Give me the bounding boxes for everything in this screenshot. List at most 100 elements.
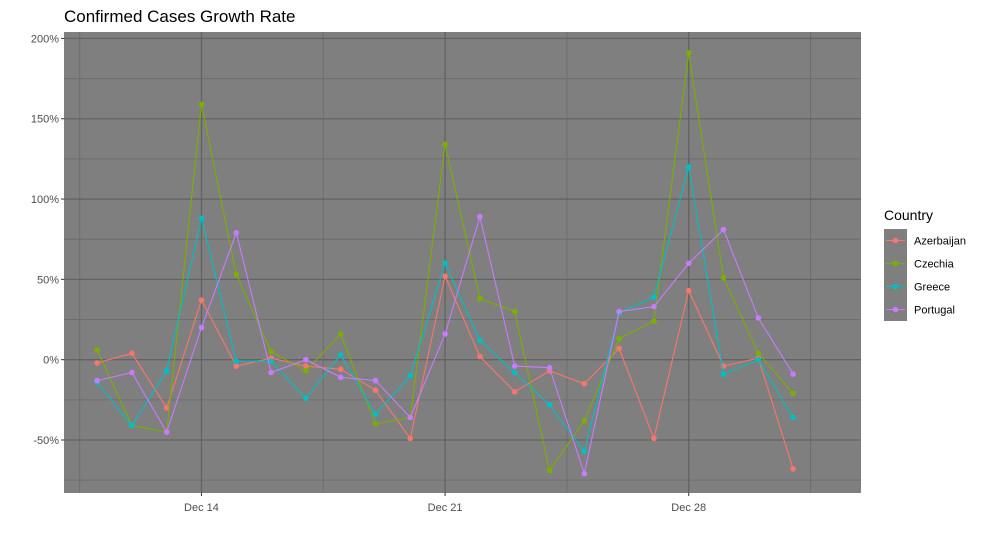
x-axis: Dec 14 Dec 21 Dec 28 — [184, 493, 706, 514]
legend-item-greece: Greece — [884, 275, 950, 298]
data-point-czechia — [546, 467, 553, 474]
data-point-portugal — [198, 324, 205, 331]
legend-item-portugal: Portugal — [884, 298, 955, 321]
y-tick-label: 150% — [31, 114, 59, 126]
data-point-azerbaijan — [442, 273, 448, 280]
data-point-czechia — [442, 141, 448, 148]
data-point-azerbaijan — [581, 381, 588, 387]
data-point-portugal — [268, 369, 274, 376]
data-point-czechia — [268, 348, 274, 355]
data-point-portugal — [442, 331, 448, 337]
data-point-czechia — [94, 347, 100, 353]
data-point-greece — [129, 422, 135, 429]
plot-panel — [64, 32, 861, 493]
data-point-azerbaijan — [790, 466, 796, 472]
data-point-azerbaijan — [337, 366, 344, 373]
data-point-azerbaijan — [407, 435, 414, 442]
legend-label: Azerbaijan — [914, 236, 966, 248]
data-point-greece — [546, 401, 553, 408]
y-tick-label: 0% — [43, 355, 59, 367]
legend: Country Azerbaijan Czechia Greece Portugal — [884, 207, 966, 321]
legend-key-point — [892, 237, 899, 244]
data-point-azerbaijan — [477, 353, 483, 360]
data-point-greece — [651, 294, 657, 300]
data-point-portugal — [651, 303, 657, 310]
y-axis: -50% 0% 50% 100% 150% 200% — [31, 33, 64, 447]
data-point-portugal — [233, 230, 240, 236]
data-point-czechia — [372, 421, 379, 427]
data-point-greece — [268, 358, 274, 365]
data-point-portugal — [790, 371, 796, 377]
data-point-czechia — [685, 50, 692, 56]
data-point-greece — [303, 395, 309, 402]
data-point-greece — [790, 414, 796, 421]
data-point-azerbaijan — [616, 345, 622, 352]
data-point-portugal — [372, 377, 379, 384]
data-point-azerbaijan — [651, 435, 657, 442]
data-point-greece — [233, 358, 240, 365]
data-point-greece — [581, 448, 588, 455]
legend-key-point — [892, 306, 899, 313]
legend-key-point — [892, 283, 899, 290]
y-tick-label: 200% — [31, 33, 59, 45]
data-point-azerbaijan — [372, 387, 379, 394]
data-point-azerbaijan — [198, 297, 205, 304]
legend-title: Country — [884, 207, 933, 223]
series-portugal — [94, 213, 796, 477]
chart-title: Confirmed Cases Growth Rate — [64, 7, 295, 26]
data-point-portugal — [407, 414, 414, 421]
data-point-greece — [163, 368, 170, 374]
data-point-greece — [372, 411, 379, 418]
data-point-portugal — [581, 470, 588, 477]
data-point-azerbaijan — [685, 287, 692, 294]
data-point-portugal — [511, 363, 518, 369]
legend-item-czechia: Czechia — [884, 252, 955, 275]
data-point-czechia — [581, 417, 588, 424]
data-point-greece — [337, 352, 344, 358]
data-point-azerbaijan — [94, 360, 100, 366]
data-point-greece — [720, 371, 727, 377]
data-point-czechia — [198, 101, 205, 108]
legend-label: Portugal — [914, 305, 955, 317]
data-point-czechia — [337, 331, 344, 337]
data-point-portugal — [163, 429, 170, 435]
y-tick-label: 100% — [31, 194, 59, 206]
data-point-portugal — [337, 374, 344, 381]
data-point-azerbaijan — [129, 350, 135, 357]
y-tick-label: 50% — [37, 274, 59, 286]
data-point-czechia — [477, 295, 483, 302]
data-point-portugal — [546, 364, 553, 371]
data-point-czechia — [651, 318, 657, 324]
data-point-azerbaijan — [303, 363, 309, 369]
data-point-portugal — [129, 369, 135, 376]
data-point-portugal — [755, 315, 762, 321]
data-point-portugal — [94, 377, 100, 384]
data-point-greece — [511, 369, 518, 376]
data-point-greece — [477, 337, 483, 344]
data-point-czechia — [790, 390, 796, 397]
series-greece — [94, 164, 796, 455]
data-point-czechia — [616, 336, 622, 342]
data-point-czechia — [720, 275, 727, 281]
data-point-azerbaijan — [233, 363, 240, 369]
x-tick-label: Dec 14 — [184, 502, 219, 514]
y-tick-label: -50% — [33, 435, 59, 447]
data-point-portugal — [720, 226, 727, 233]
data-point-czechia — [233, 271, 240, 278]
data-point-portugal — [616, 308, 622, 315]
series-layer — [94, 50, 796, 477]
legend-label: Czechia — [914, 259, 955, 271]
data-point-greece — [198, 215, 205, 222]
data-point-portugal — [685, 260, 692, 267]
data-point-portugal — [477, 213, 483, 220]
data-point-azerbaijan — [511, 389, 518, 395]
data-point-czechia — [511, 308, 518, 315]
x-tick-label: Dec 21 — [428, 502, 463, 514]
x-tick-label: Dec 28 — [671, 502, 706, 514]
legend-item-azerbaijan: Azerbaijan — [884, 229, 966, 252]
data-point-portugal — [303, 356, 309, 363]
data-point-greece — [442, 260, 448, 267]
data-point-greece — [685, 164, 692, 170]
data-point-czechia — [755, 350, 762, 357]
